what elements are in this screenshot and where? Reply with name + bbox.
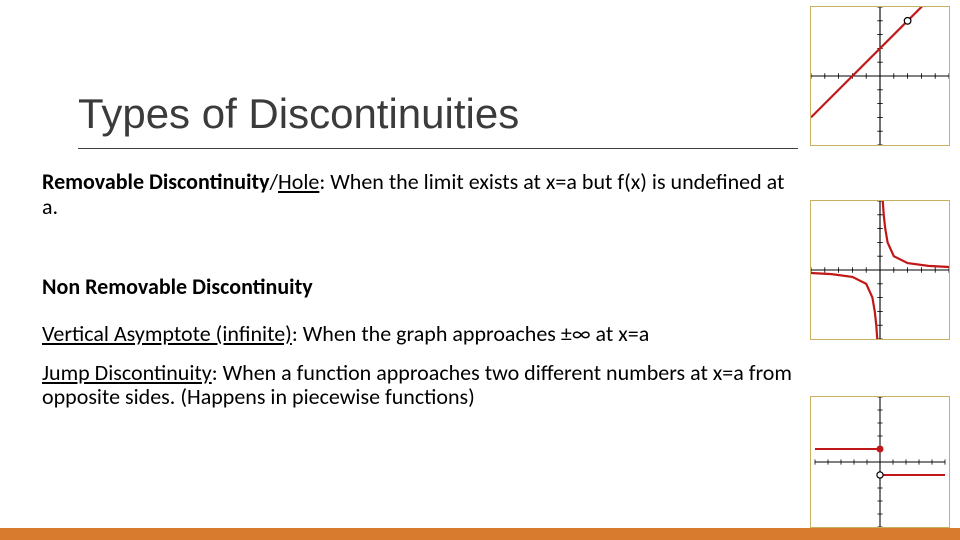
vertical-asymptote-rest: : When the graph approaches ±∞ at x=a	[292, 320, 649, 347]
jump-paragraph: Jump Discontinuity: When a function appr…	[42, 361, 792, 410]
body-text: Removable Discontinuity/Hole: When the l…	[42, 170, 792, 410]
removable-slash: /	[270, 168, 279, 195]
removable-hole-underline: Hole	[278, 168, 319, 195]
title-underline	[78, 148, 798, 149]
graph-removable-hole	[810, 6, 950, 146]
removable-paragraph: Removable Discontinuity/Hole: When the l…	[42, 170, 792, 219]
graph-removable-hole-svg	[811, 7, 949, 145]
graph-jump	[810, 396, 950, 528]
footer-accent-bar	[0, 528, 960, 540]
vertical-asymptote-underline: Vertical Asymptote (infinite)	[42, 320, 292, 347]
non-removable-heading: Non Removable Discontinuity	[42, 275, 792, 300]
vertical-asymptote-paragraph: Vertical Asymptote (infinite): When the …	[42, 322, 792, 347]
page-title: Types of Discontinuities	[78, 90, 519, 138]
graph-vertical-asymptote	[810, 200, 950, 340]
graph-vertical-asymptote-svg	[811, 201, 949, 339]
removable-label-bold: Removable Discontinuity	[42, 168, 270, 195]
graph-jump-svg	[811, 397, 949, 527]
jump-underline: Jump Discontinuity	[42, 359, 212, 386]
slide: Types of Discontinuities Removable Disco…	[0, 0, 960, 540]
